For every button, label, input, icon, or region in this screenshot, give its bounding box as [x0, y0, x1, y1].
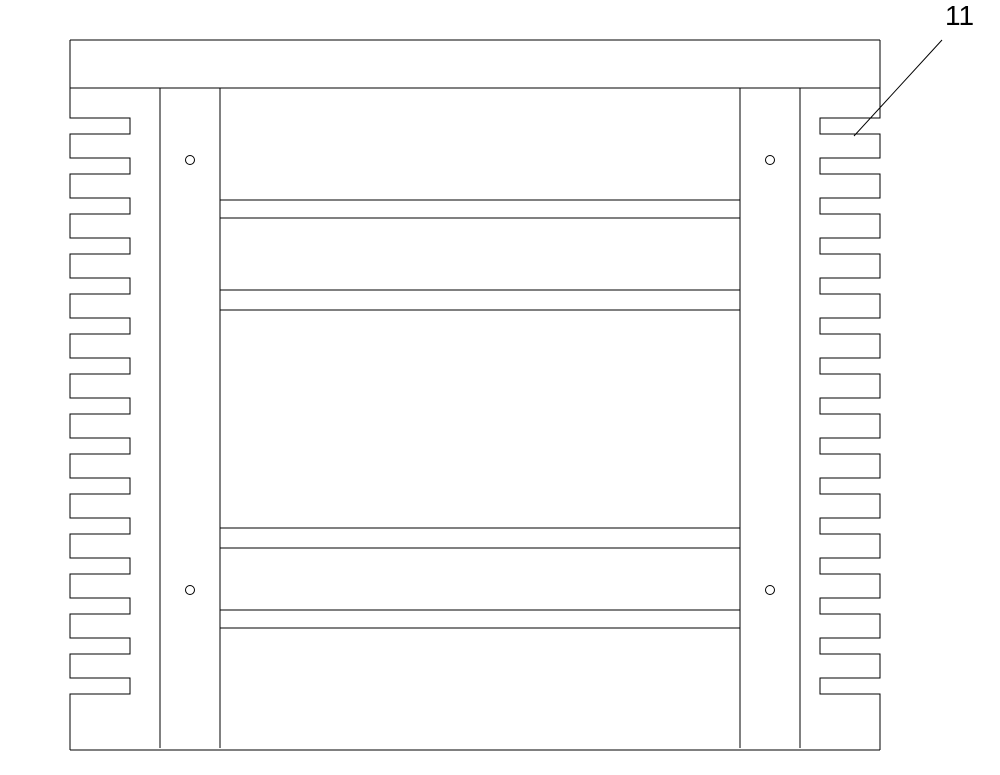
- callout-label: 11: [945, 0, 974, 32]
- schematic-canvas: [0, 0, 1000, 775]
